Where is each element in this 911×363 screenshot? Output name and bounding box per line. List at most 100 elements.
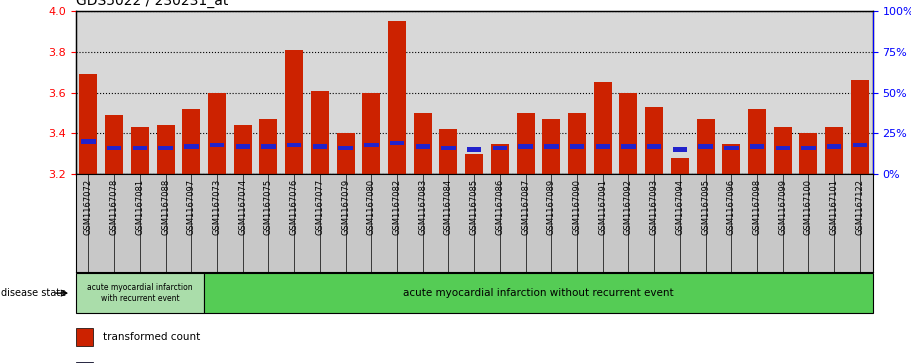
Bar: [133, 146, 147, 150]
Text: GSM1167088: GSM1167088: [161, 179, 170, 235]
Bar: [517, 113, 535, 174]
Bar: [467, 147, 481, 152]
Bar: [338, 146, 353, 150]
Bar: [542, 119, 560, 174]
Text: disease state: disease state: [1, 288, 66, 298]
Bar: [439, 129, 457, 174]
Bar: [76, 328, 93, 346]
Text: GSM1167073: GSM1167073: [212, 179, 221, 235]
Text: GSM1167096: GSM1167096: [727, 179, 736, 235]
Text: GSM1167091: GSM1167091: [599, 179, 608, 235]
Bar: [81, 139, 96, 144]
Text: GSM1167089: GSM1167089: [547, 179, 556, 235]
Bar: [647, 144, 661, 149]
Bar: [388, 21, 406, 174]
Bar: [210, 143, 224, 147]
Bar: [76, 273, 204, 313]
Bar: [827, 144, 842, 149]
Text: GSM1167122: GSM1167122: [855, 179, 865, 235]
Bar: [131, 127, 148, 174]
Bar: [182, 109, 200, 174]
Text: GSM1167075: GSM1167075: [264, 179, 273, 235]
Bar: [722, 144, 741, 174]
Bar: [260, 119, 278, 174]
Bar: [336, 134, 354, 174]
Bar: [724, 146, 739, 150]
Bar: [699, 144, 712, 149]
Bar: [748, 109, 766, 174]
Bar: [568, 113, 586, 174]
Text: GSM1167099: GSM1167099: [778, 179, 787, 235]
Bar: [544, 144, 558, 149]
Bar: [645, 107, 663, 174]
Bar: [853, 143, 867, 147]
Bar: [466, 154, 483, 174]
Bar: [802, 146, 815, 150]
Text: GSM1167098: GSM1167098: [752, 179, 762, 235]
Text: GSM1167079: GSM1167079: [341, 179, 350, 235]
Text: GSM1167094: GSM1167094: [675, 179, 684, 235]
Text: GSM1167081: GSM1167081: [136, 179, 145, 235]
Text: GSM1167076: GSM1167076: [290, 179, 299, 235]
Bar: [441, 146, 456, 150]
Bar: [234, 125, 251, 174]
Bar: [594, 82, 612, 174]
Bar: [775, 146, 790, 150]
Bar: [596, 144, 610, 149]
Text: GDS5022 / 230231_at: GDS5022 / 230231_at: [76, 0, 228, 8]
Bar: [825, 127, 844, 174]
Bar: [773, 127, 792, 174]
Text: GSM1167092: GSM1167092: [624, 179, 633, 235]
Text: GSM1167095: GSM1167095: [701, 179, 710, 235]
Bar: [670, 158, 689, 174]
Text: GSM1167083: GSM1167083: [418, 179, 427, 235]
Text: GSM1167074: GSM1167074: [239, 179, 247, 235]
Bar: [105, 115, 123, 174]
Bar: [390, 141, 404, 146]
Text: acute myocardial infarction without recurrent event: acute myocardial infarction without recu…: [404, 288, 674, 298]
Bar: [851, 80, 869, 174]
Bar: [76, 362, 93, 363]
Bar: [414, 113, 432, 174]
Text: GSM1167082: GSM1167082: [393, 179, 402, 235]
Text: GSM1167101: GSM1167101: [830, 179, 839, 235]
Text: GSM1167097: GSM1167097: [187, 179, 196, 235]
Bar: [107, 146, 121, 150]
Bar: [79, 74, 97, 174]
Bar: [672, 147, 687, 152]
Text: GSM1167093: GSM1167093: [650, 179, 659, 235]
Bar: [159, 146, 173, 150]
Bar: [208, 93, 226, 174]
Bar: [204, 273, 873, 313]
Bar: [363, 93, 380, 174]
Bar: [697, 119, 714, 174]
Bar: [157, 125, 175, 174]
Text: GSM1167077: GSM1167077: [315, 179, 324, 235]
Bar: [287, 143, 302, 147]
Text: acute myocardial infarction
with recurrent event: acute myocardial infarction with recurre…: [87, 284, 193, 303]
Bar: [800, 134, 817, 174]
Bar: [311, 90, 329, 174]
Bar: [285, 50, 303, 174]
Bar: [236, 144, 250, 149]
Bar: [621, 144, 636, 149]
Bar: [261, 144, 276, 149]
Text: GSM1167085: GSM1167085: [470, 179, 478, 235]
Text: GSM1167072: GSM1167072: [84, 179, 93, 235]
Bar: [312, 144, 327, 149]
Text: GSM1167086: GSM1167086: [496, 179, 505, 235]
Bar: [570, 144, 584, 149]
Bar: [415, 144, 430, 149]
Text: GSM1167100: GSM1167100: [804, 179, 813, 235]
Text: GSM1167078: GSM1167078: [109, 179, 118, 235]
Text: transformed count: transformed count: [103, 332, 200, 342]
Bar: [491, 144, 509, 174]
Bar: [518, 144, 533, 149]
Text: GSM1167080: GSM1167080: [367, 179, 376, 235]
Bar: [750, 144, 764, 149]
Bar: [364, 143, 379, 147]
Bar: [184, 144, 199, 149]
Bar: [493, 146, 507, 150]
Text: GSM1167084: GSM1167084: [444, 179, 453, 235]
Text: GSM1167090: GSM1167090: [572, 179, 581, 235]
